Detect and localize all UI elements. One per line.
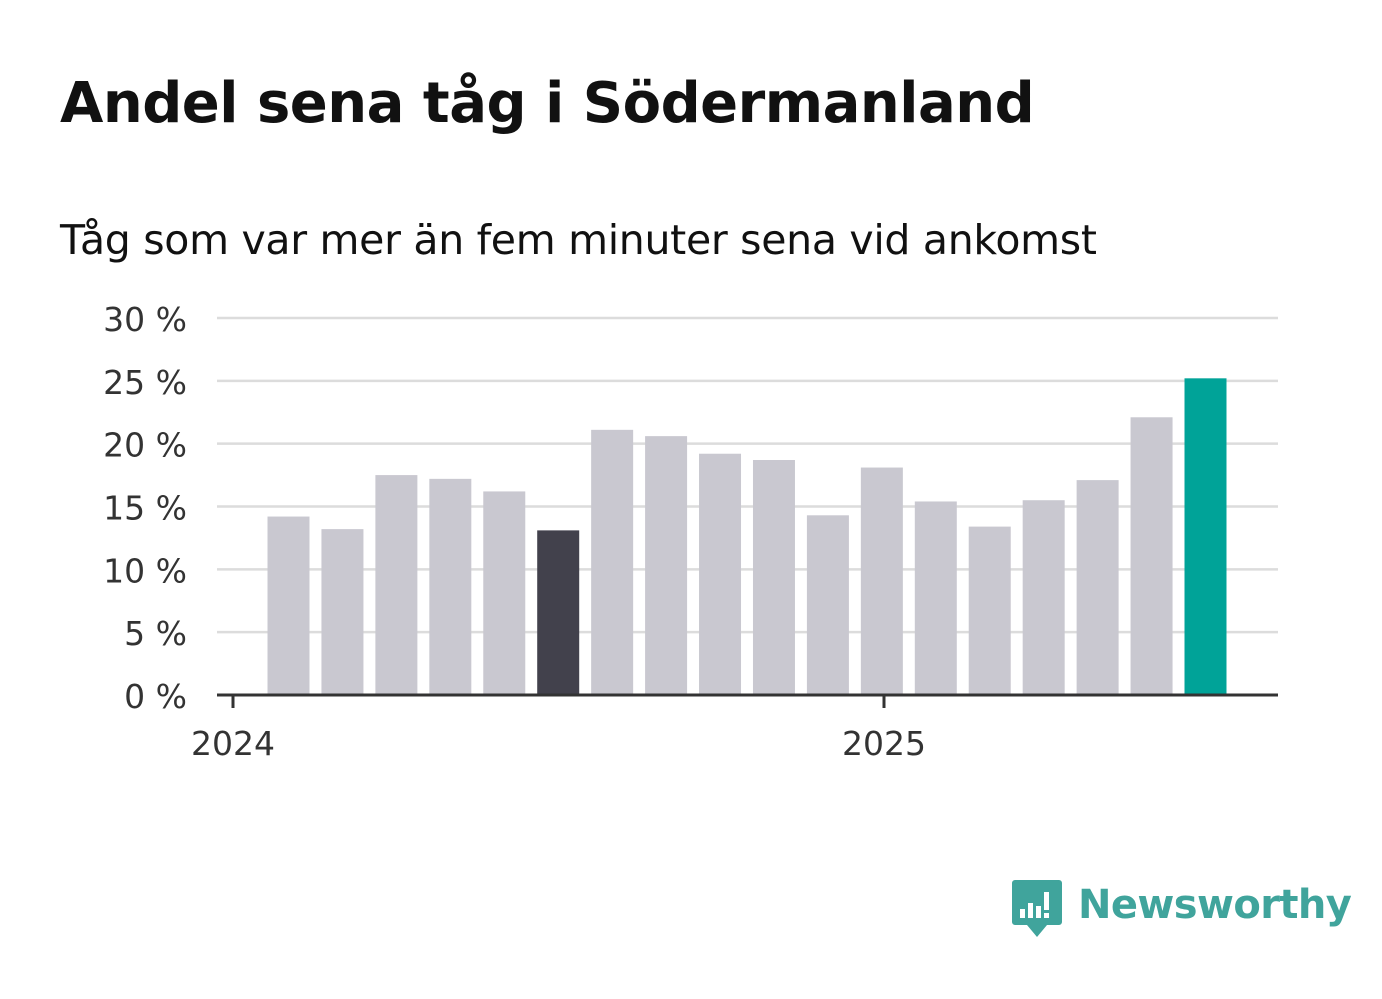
y-tick-label: 0 % <box>124 677 187 716</box>
chart-subtitle: Tåg som var mer än fem minuter sena vid … <box>60 216 1097 264</box>
y-tick-label: 20 % <box>103 426 187 465</box>
bar <box>1184 378 1227 695</box>
bar <box>483 491 526 695</box>
newsworthy-logo: Newsworthy <box>1011 878 1352 940</box>
bar <box>699 453 742 695</box>
bar <box>806 515 849 695</box>
bar <box>752 460 795 695</box>
bar <box>537 530 580 695</box>
bar <box>375 475 418 695</box>
bar <box>1076 480 1119 695</box>
bar <box>914 501 957 695</box>
logo-text: Newsworthy <box>1078 882 1352 928</box>
y-tick-label: 15 % <box>103 489 187 528</box>
newsworthy-bar-chart-icon <box>1012 880 1062 937</box>
bar <box>267 516 310 695</box>
bar <box>1130 417 1173 695</box>
x-tick-label: 2025 <box>842 724 926 763</box>
y-tick-label: 10 % <box>103 551 187 590</box>
y-tick-label: 25 % <box>103 363 187 402</box>
bar <box>1022 500 1065 695</box>
chart-title: Andel sena tåg i Södermanland <box>60 71 1035 136</box>
x-tick-label: 2024 <box>191 724 275 763</box>
y-tick-label: 5 % <box>124 614 187 653</box>
bar <box>645 436 688 695</box>
bar <box>591 429 634 695</box>
bar <box>968 526 1011 695</box>
y-tick-label: 30 % <box>103 300 187 339</box>
bar <box>860 467 903 695</box>
bar <box>321 529 364 695</box>
bar <box>429 478 472 695</box>
